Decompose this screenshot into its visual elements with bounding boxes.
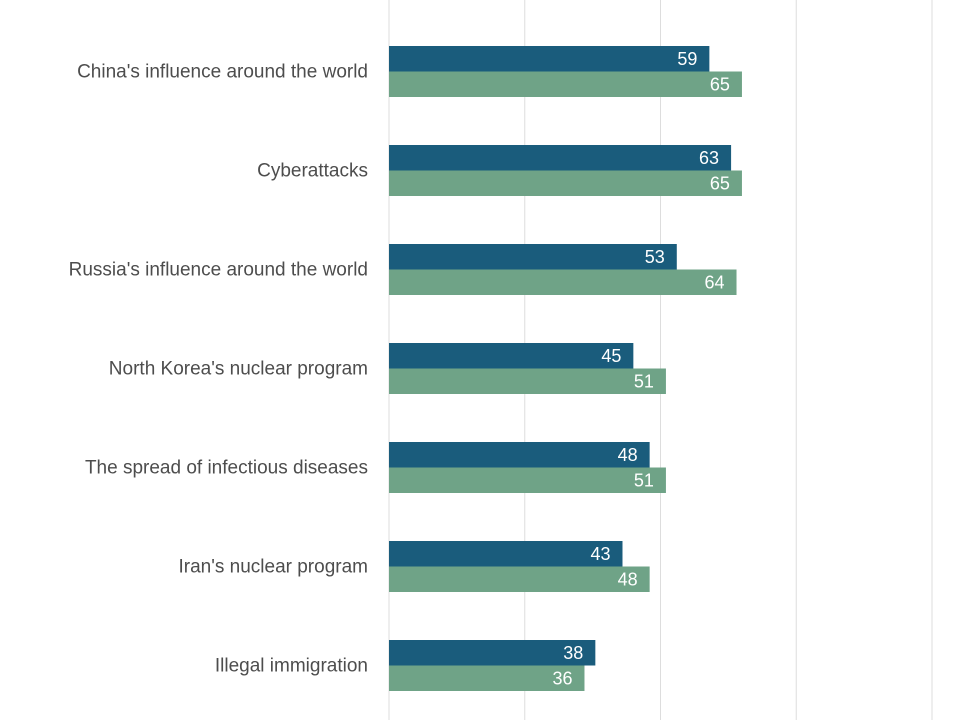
data-label: 51 <box>634 470 654 490</box>
bar-series-2 <box>389 170 742 196</box>
bar-series-1 <box>389 640 596 666</box>
data-label: 53 <box>645 247 665 267</box>
category-label: Illegal immigration <box>215 656 368 677</box>
bar-series-2 <box>389 368 666 394</box>
bar-series-1 <box>389 541 623 567</box>
bar-series-1 <box>389 46 710 72</box>
data-label: 43 <box>590 544 610 564</box>
bar-groups: 59 65 63 65 53 64 45 51 48 51 43 48 38 36 <box>389 46 742 691</box>
data-label: 45 <box>601 346 621 366</box>
bar-series-2 <box>389 269 737 295</box>
category-label: Russia's influence around the world <box>69 260 368 281</box>
category-label: Iran's nuclear program <box>179 557 369 578</box>
bar-series-1 <box>389 343 634 369</box>
category-label: Cyberattacks <box>257 161 368 182</box>
category-label: North Korea's nuclear program <box>109 359 368 380</box>
data-label: 64 <box>704 272 724 292</box>
data-label: 48 <box>618 445 638 465</box>
data-label: 51 <box>634 371 654 391</box>
bar-series-1 <box>389 244 677 270</box>
gridlines <box>388 0 933 720</box>
category-labels: China's influence around the world Cybera… <box>69 62 368 677</box>
data-label: 38 <box>563 643 583 663</box>
bar-series-2 <box>389 665 585 691</box>
bar-series-2 <box>389 566 650 592</box>
data-label: 36 <box>552 668 572 688</box>
bar-series-1 <box>389 442 650 468</box>
data-label: 48 <box>618 569 638 589</box>
data-label: 65 <box>710 173 730 193</box>
category-label: China's influence around the world <box>77 62 368 83</box>
bar-series-2 <box>389 71 742 97</box>
data-label: 65 <box>710 74 730 94</box>
data-label: 59 <box>677 49 697 69</box>
category-label: The spread of infectious diseases <box>85 458 368 479</box>
data-label: 63 <box>699 148 719 168</box>
bar-series-1 <box>389 145 732 171</box>
bar-series-2 <box>389 467 666 493</box>
